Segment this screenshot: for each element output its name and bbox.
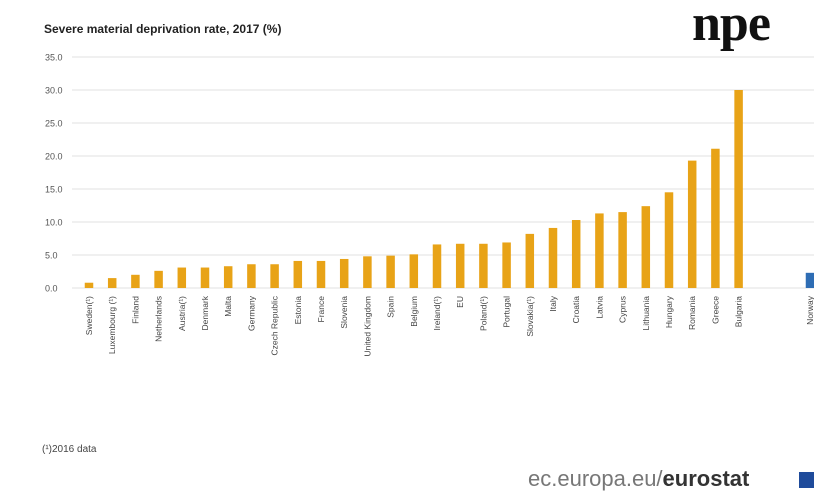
x-tick-label: Belgium [409,296,419,327]
y-tick-label: 20.0 [45,152,63,162]
x-tick-label: Greece [710,296,720,324]
x-tick-label: Romania [687,296,697,330]
x-tick-label: Hungary [664,295,674,328]
bar [294,261,303,288]
bar [502,242,511,288]
gridlines [72,57,814,288]
x-tick-label: Estonia [293,296,303,325]
bar [201,268,210,288]
bar [711,149,720,288]
y-tick-label: 0.0 [45,284,58,294]
x-tick-label: Latvia [594,296,604,319]
bar [363,256,372,288]
bar [410,254,419,288]
x-tick-label: Malta [223,296,233,317]
x-tick-label: Ireland(¹) [432,296,442,331]
x-tick-label: Finland [130,296,140,324]
y-tick-label: 5.0 [45,251,58,261]
bar-chart: 0.0 5.0 10.0 15.0 20.0 25.0 30.0 35.0 Sweden(¹)… [0,0,814,440]
bar [178,268,187,288]
bar [688,161,697,288]
bar [479,244,488,288]
x-tick-label: Croatia [571,296,581,324]
bar [340,259,349,288]
bar [85,283,94,288]
x-tick-label: Italy [548,295,558,311]
bar [224,266,233,288]
bar [618,212,627,288]
bar [549,228,558,288]
footer-brand[interactable]: ec.europa.eu/eurostat [528,466,749,492]
bar [806,273,814,288]
y-tick-label: 35.0 [45,53,63,63]
x-tick-label: Sweden(¹) [84,296,94,335]
bar [433,244,442,288]
x-tick-label: Austria(¹) [177,296,187,331]
x-tick-label: EU [455,296,465,308]
footnote: (¹)2016 data [42,444,96,455]
footer-brand-name: eurostat [663,466,750,491]
x-tick-label: Denmark [200,295,210,330]
eu-flag-icon [799,472,814,488]
x-tick-label: Spain [386,296,396,318]
y-tick-label: 15.0 [45,185,63,195]
x-tick-label: United Kingdom [362,296,372,356]
x-tick-label: Lithuania [641,296,651,331]
bar [270,264,279,288]
y-tick-label: 30.0 [45,86,63,96]
bar [734,90,743,288]
bar [456,244,465,288]
bar [108,278,117,288]
x-tick-label: Norway [805,295,814,325]
y-tick-label: 10.0 [45,218,63,228]
x-tick-label: Bulgaria [734,296,744,327]
x-tick-label: Slovakia(¹) [525,296,535,337]
y-tick-label: 25.0 [45,119,63,129]
x-tick-label: Germany [246,295,256,331]
bar [386,256,395,288]
bar [247,264,256,288]
bar [572,220,581,288]
bar [526,234,535,288]
x-tick-label: Slovenia [339,296,349,329]
bar [154,271,163,288]
bar [317,261,326,288]
x-tick-label: France [316,296,326,323]
bar [131,275,140,288]
x-tick-label: Czech Republic [270,295,280,355]
x-tick-label: Portugal [502,296,512,328]
bar [595,213,604,288]
x-tick-label: Netherlands [154,296,164,342]
x-axis-labels: Sweden(¹) Luxembourg (¹) Finland Netherland… [84,295,814,356]
footer-site: ec.europa.eu/ [528,466,663,491]
bar [642,206,651,288]
x-tick-label: Poland(¹) [478,296,488,331]
x-tick-label: Luxembourg (¹) [107,296,117,354]
bar [665,192,674,288]
y-axis-ticks: 0.0 5.0 10.0 15.0 20.0 25.0 30.0 35.0 [45,53,63,294]
x-tick-label: Cyprus [618,296,628,323]
